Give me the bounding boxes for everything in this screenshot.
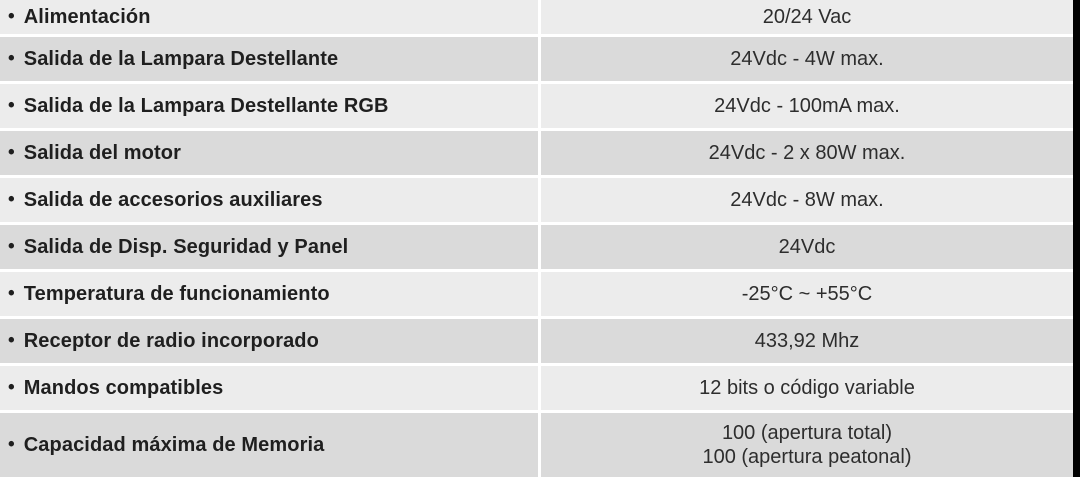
bullet-icon: • — [8, 377, 15, 398]
spec-label: Alimentación — [23, 5, 151, 28]
spec-label-cell: • Salida de accesorios auxiliares — [0, 178, 538, 222]
spec-value-line: 24Vdc - 4W max. — [730, 48, 884, 70]
spec-label-cell: • Salida de la Lampara Destellante RGB — [0, 84, 538, 128]
spec-value-line: 12 bits o código variable — [699, 377, 915, 399]
spec-value-cell: 12 bits o código variable — [541, 366, 1073, 410]
spec-label-cell: • Mandos compatibles — [0, 366, 538, 410]
spec-value-cell: 24Vdc - 8W max. — [541, 178, 1073, 222]
spec-value-line: 24Vdc - 2 x 80W max. — [708, 142, 906, 164]
spec-label: Salida de accesorios auxiliares — [23, 188, 323, 211]
spec-label-cell: • Temperatura de funcionamiento — [0, 272, 538, 316]
spec-label-cell: • Alimentación — [0, 0, 538, 34]
table-row: • Alimentación 20/24 Vac — [0, 0, 1073, 34]
bullet-icon: • — [8, 95, 15, 116]
spec-value-line: 24Vdc - 100mA max. — [714, 95, 900, 117]
spec-value-cell: 24Vdc - 100mA max. — [541, 84, 1073, 128]
bullet-icon: • — [8, 283, 15, 304]
spec-label: Salida de la Lampara Destellante — [23, 47, 339, 70]
table-row: • Receptor de radio incorporado 433,92 M… — [0, 319, 1073, 363]
table-row: • Temperatura de funcionamiento -25°C ~ … — [0, 272, 1073, 316]
spec-label-cell: • Capacidad máxima de Memoria — [0, 413, 538, 477]
spec-label-cell: • Salida del motor — [0, 131, 538, 175]
spec-value-line: 20/24 Vac — [762, 6, 852, 28]
spec-value-cell: 100 (apertura total) 100 (apertura peaton… — [541, 413, 1073, 477]
spec-value-line: 100 (apertura peatonal) — [702, 446, 912, 468]
spec-label-cell: • Salida de Disp. Seguridad y Panel — [0, 225, 538, 269]
spec-label: Temperatura de funcionamiento — [23, 282, 330, 305]
spec-value-line: -25°C ~ +55°C — [741, 283, 873, 305]
table-row: • Salida de Disp. Seguridad y Panel 24Vd… — [0, 225, 1073, 269]
table-row: • Salida de la Lampara Destellante RGB 2… — [0, 84, 1073, 128]
spec-value-line: 24Vdc — [778, 236, 836, 258]
spec-value-cell: 20/24 Vac — [541, 0, 1073, 34]
spec-value-line: 100 (apertura total) — [721, 422, 893, 444]
bullet-icon: • — [8, 330, 15, 351]
right-edge-bar — [1073, 0, 1080, 477]
spec-label-cell: • Salida de la Lampara Destellante — [0, 37, 538, 81]
bullet-icon: • — [8, 434, 15, 455]
table-row: • Mandos compatibles 12 bits o código va… — [0, 366, 1073, 410]
bullet-icon: • — [8, 48, 15, 69]
spec-value-cell: 24Vdc — [541, 225, 1073, 269]
bullet-icon: • — [8, 142, 15, 163]
spec-label: Salida del motor — [23, 141, 181, 164]
spec-value-cell: 433,92 Mhz — [541, 319, 1073, 363]
spec-value-cell: -25°C ~ +55°C — [541, 272, 1073, 316]
bullet-icon: • — [8, 236, 15, 257]
bullet-icon: • — [8, 6, 15, 27]
table-row: • Capacidad máxima de Memoria 100 (apert… — [0, 413, 1073, 477]
spec-label: Receptor de radio incorporado — [23, 329, 319, 352]
table-row: • Salida de la Lampara Destellante 24Vdc… — [0, 37, 1073, 81]
table-row: • Salida de accesorios auxiliares 24Vdc … — [0, 178, 1073, 222]
table-row: • Salida del motor 24Vdc - 2 x 80W max. — [0, 131, 1073, 175]
spec-label-cell: • Receptor de radio incorporado — [0, 319, 538, 363]
spec-label: Salida de la Lampara Destellante RGB — [23, 94, 389, 117]
spec-value-cell: 24Vdc - 4W max. — [541, 37, 1073, 81]
spec-label: Salida de Disp. Seguridad y Panel — [23, 235, 349, 258]
spec-label: Capacidad máxima de Memoria — [23, 433, 325, 456]
spec-value-line: 24Vdc - 8W max. — [730, 189, 884, 211]
spec-value-line: 433,92 Mhz — [754, 330, 860, 352]
bullet-icon: • — [8, 189, 15, 210]
spec-label: Mandos compatibles — [23, 376, 224, 399]
spec-value-cell: 24Vdc - 2 x 80W max. — [541, 131, 1073, 175]
